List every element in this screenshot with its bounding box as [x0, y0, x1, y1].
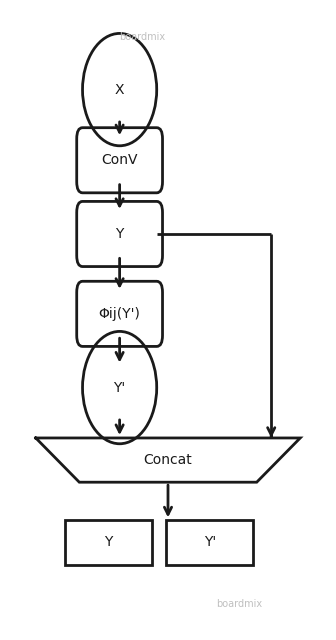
Text: boardmix: boardmix — [216, 599, 262, 609]
Text: Y: Y — [116, 227, 124, 241]
Bar — [65, 520, 152, 564]
Text: Y': Y' — [114, 381, 126, 395]
Text: X: X — [115, 83, 124, 97]
Text: boardmix: boardmix — [119, 33, 165, 42]
Text: ConV: ConV — [101, 153, 138, 167]
Text: Y': Y' — [204, 536, 216, 549]
Text: Φij(Y'): Φij(Y') — [99, 307, 140, 321]
Text: Concat: Concat — [143, 453, 193, 467]
Bar — [166, 520, 253, 564]
Text: Y: Y — [104, 536, 113, 549]
